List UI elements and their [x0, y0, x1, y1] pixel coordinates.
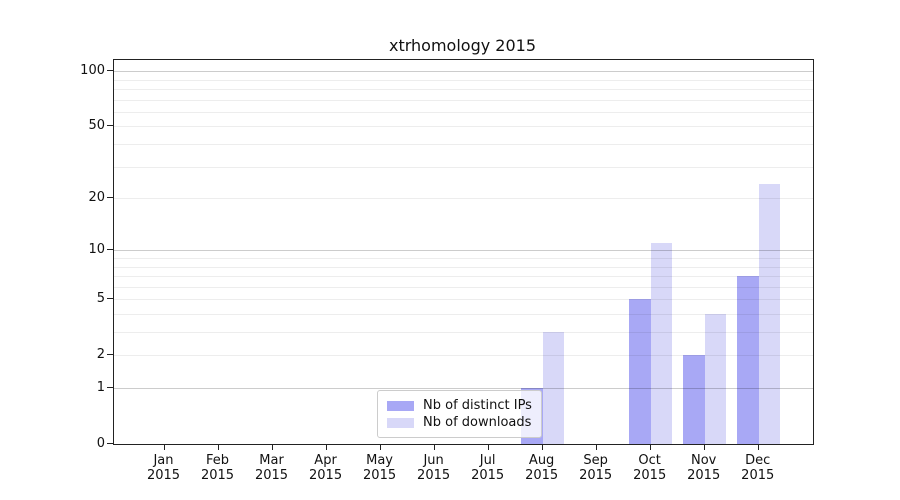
bar-dec-downloads: [758, 183, 781, 444]
minor-gridline: [114, 266, 813, 268]
minor-gridline: [114, 89, 813, 90]
minor-gridline: [114, 286, 813, 288]
minor-gridline: [114, 79, 813, 81]
legend-swatch: [387, 417, 414, 428]
minor-gridline: [114, 313, 813, 315]
y-axis-tick: [107, 70, 113, 72]
plot-area: [113, 59, 814, 445]
y-axis-tick: [107, 387, 113, 388]
bar-nov-distinct-ips: [683, 355, 705, 444]
y-axis-tick: [107, 125, 113, 127]
minor-gridline: [114, 99, 813, 101]
minor-gridline: [114, 111, 813, 113]
x-axis-tick: [379, 444, 381, 450]
x-axis-tick: [649, 444, 651, 450]
legend-swatch: [387, 400, 414, 411]
major-gridline: [114, 250, 813, 252]
y-tick-label: 10: [88, 241, 105, 257]
minor-gridline: [114, 166, 813, 168]
x-tick-label: Dec 2015: [741, 453, 775, 483]
x-axis-tick: [217, 444, 219, 450]
y-axis-tick: [107, 298, 113, 300]
x-axis-tick: [271, 444, 273, 450]
x-tick-label: Mar 2015: [254, 453, 289, 483]
legend-label: Nb of downloads: [423, 415, 532, 430]
x-tick-label: Jul 2015: [471, 453, 505, 483]
x-tick-label: Jan 2015: [146, 453, 181, 483]
minor-gridline: [114, 257, 813, 259]
minor-gridline: [114, 299, 813, 301]
legend-row: Nb of distinct IPs: [387, 397, 532, 414]
bar-aug-downloads: [542, 332, 565, 444]
y-tick-label: 50: [88, 117, 105, 133]
minor-gridline: [114, 126, 813, 128]
x-axis-tick: [703, 444, 705, 450]
x-axis-tick: [757, 444, 759, 450]
y-tick-label: 0: [96, 435, 105, 451]
x-tick-label: Jun 2015: [417, 453, 451, 483]
minor-gridline: [114, 144, 813, 145]
y-tick-label: 1: [96, 379, 105, 395]
minor-gridline: [114, 332, 813, 333]
major-gridline: [114, 71, 813, 73]
y-tick-label: 100: [80, 62, 105, 78]
x-tick-label: Apr 2015: [309, 453, 343, 483]
x-axis-tick: [487, 444, 489, 450]
major-gridline: [114, 388, 813, 389]
legend-row: Nb of downloads: [387, 414, 532, 431]
legend: Nb of distinct IPs Nb of downloads: [377, 390, 542, 438]
y-axis-tick: [107, 249, 113, 251]
x-tick-label: May 2015: [363, 453, 397, 483]
x-axis-tick: [163, 444, 165, 450]
x-tick-label: Nov 2015: [687, 453, 721, 483]
x-axis-tick: [433, 444, 435, 450]
x-axis-tick: [595, 444, 597, 450]
minor-gridline: [114, 198, 813, 200]
bar-dec-distinct-ips: [737, 276, 759, 444]
bar-oct-distinct-ips: [629, 299, 651, 444]
bar-oct-downloads: [650, 243, 673, 444]
y-axis-tick: [107, 197, 113, 199]
minor-gridline: [114, 276, 813, 278]
y-axis-tick: [107, 354, 113, 356]
x-tick-label: Feb 2015: [200, 453, 235, 483]
y-tick-label: 2: [96, 346, 105, 362]
y-tick-label: 5: [96, 290, 105, 306]
x-tick-label: Aug 2015: [525, 453, 559, 483]
x-tick-label: Oct 2015: [633, 453, 667, 483]
legend-label: Nb of distinct IPs: [423, 398, 532, 413]
x-axis-tick: [325, 444, 327, 450]
x-axis-tick: [541, 444, 543, 450]
minor-gridline: [114, 355, 813, 357]
y-axis-tick: [107, 443, 113, 444]
bar-nov-downloads: [704, 313, 727, 444]
x-tick-label: Sep 2015: [579, 453, 613, 483]
chart-title: xtrhomology 2015: [388, 36, 536, 55]
y-tick-label: 20: [88, 189, 105, 205]
